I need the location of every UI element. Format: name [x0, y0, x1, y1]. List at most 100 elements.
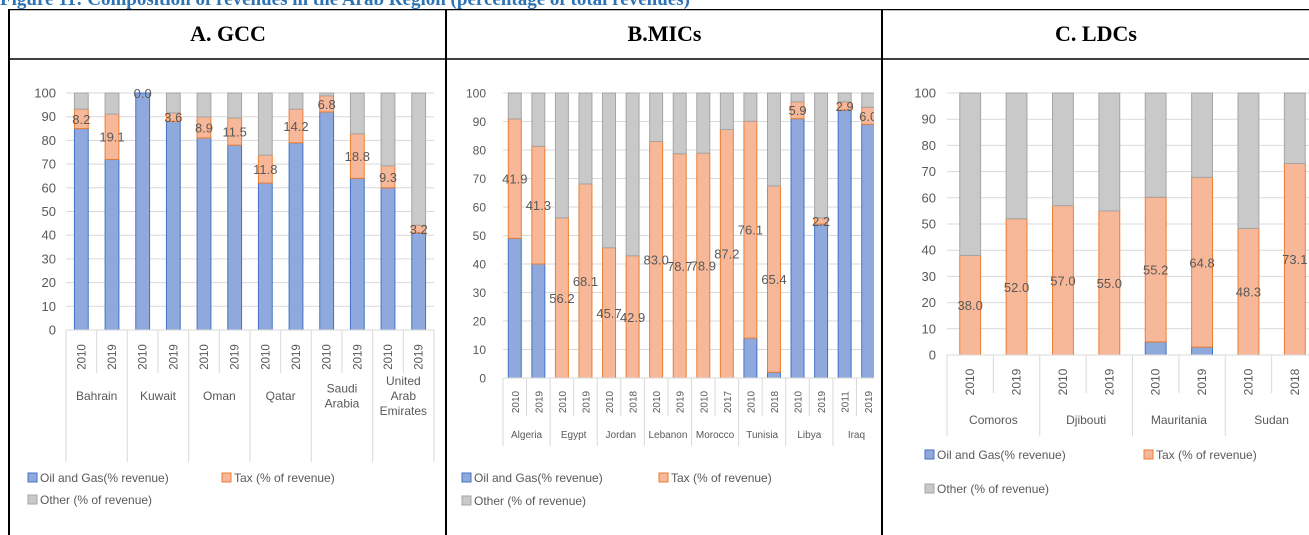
bar-segment-oil	[766, 371, 781, 379]
year-label: 2010	[511, 390, 522, 413]
group-label: Bahrain	[76, 389, 117, 403]
group-label: Kuwait	[140, 389, 177, 403]
data-label: 78.9	[691, 259, 716, 274]
bar-segment-other	[625, 92, 640, 257]
data-label: 2.2	[812, 214, 830, 229]
year-label: 2010	[199, 344, 211, 370]
y-tick-label: 20	[42, 275, 56, 290]
chart-gcc: 0 10 20 30 40 50 60 70 80 90 100 2010 2019 2010 2019 20…	[27, 86, 435, 507]
y-tick-label: 100	[34, 86, 56, 101]
bar-segment-other	[672, 92, 687, 155]
bar-segment-other	[165, 92, 181, 114]
panel-title-mics: B.MICs	[627, 21, 702, 46]
data-label: 6.8	[318, 97, 336, 112]
bar-segment-oil	[257, 182, 273, 331]
y-tick-label: 70	[42, 157, 56, 172]
data-label: 73.1	[1282, 252, 1307, 267]
bar-segment-other	[349, 92, 365, 135]
bar-segment-oil	[196, 137, 212, 331]
year-label: 2019	[676, 390, 687, 413]
y-tick-label: 90	[473, 115, 487, 129]
year-label: 2019	[864, 390, 874, 413]
group-label: Sudan	[1254, 413, 1289, 427]
bar-segment-other	[507, 92, 522, 120]
data-label: 5.9	[788, 103, 806, 118]
data-label: 52.0	[1004, 280, 1029, 295]
y-tick-label: 60	[473, 201, 487, 215]
data-label: 19.1	[99, 130, 124, 145]
year-label: 2010	[322, 344, 334, 370]
legend-swatch-other	[924, 483, 935, 494]
group-label: Algeria	[511, 430, 543, 441]
group-label: Morocco	[696, 430, 735, 441]
y-tick-label: 50	[42, 204, 56, 219]
group-label: Libya	[797, 430, 821, 441]
group-label-line: United	[386, 374, 421, 388]
legend-swatch-tax	[658, 472, 669, 483]
legend-label: Oil and Gas(% revenue)	[474, 471, 603, 485]
bar-segment-oil	[814, 223, 829, 379]
data-label: 65.4	[761, 272, 786, 287]
bar-segment-other	[790, 92, 805, 103]
year-label: 2018	[1288, 368, 1302, 395]
year-label: 2019	[414, 344, 426, 370]
bar-segment-other	[257, 92, 273, 156]
data-label: 11.5	[222, 125, 246, 140]
bar-segment-oil	[790, 118, 805, 379]
bar-segment-other	[1052, 92, 1074, 207]
panel-title-gcc: A. GCC	[190, 21, 266, 46]
bar-segment-oil	[507, 237, 522, 379]
year-label: 2019	[107, 344, 119, 370]
y-tick-label: 10	[42, 299, 56, 314]
legend-label: Tax (% of revenue)	[671, 471, 772, 485]
y-tick-label: 40	[922, 243, 936, 258]
bar-segment-other	[73, 92, 89, 110]
data-label: 55.0	[1097, 276, 1122, 291]
bar-segment-oil	[1191, 346, 1213, 356]
year-label: 2011	[841, 391, 852, 413]
bar-segment-other	[696, 92, 711, 154]
bar-segment-oil	[531, 263, 546, 379]
bar-segment-other	[837, 92, 852, 103]
year-label: 2019	[534, 390, 545, 413]
y-tick-label: 20	[473, 315, 487, 329]
bar-segment-other	[104, 92, 120, 115]
bar-segment-oil	[837, 109, 852, 379]
bar-segment-oil	[380, 187, 396, 331]
data-label: 64.8	[1189, 255, 1214, 270]
data-label: 9.3	[379, 170, 397, 185]
y-tick-label: 70	[922, 164, 936, 179]
year-label: 2019	[1195, 368, 1209, 395]
bar-segment-other	[814, 92, 829, 219]
y-tick-label: 90	[922, 112, 936, 127]
year-label: 2019	[352, 344, 364, 370]
data-label: 11.8	[253, 162, 277, 177]
legend-label: Tax (% of revenue)	[234, 471, 335, 485]
data-label: 41.9	[502, 172, 527, 187]
bar-segment-other	[602, 92, 617, 249]
legend-swatch-oil	[461, 472, 472, 483]
legend-label: Oil and Gas(% revenue)	[40, 471, 169, 485]
data-label: 76.1	[738, 223, 763, 238]
year-label: 2018	[770, 390, 781, 413]
data-label: 6.0	[859, 109, 874, 124]
data-label: 2.9	[836, 99, 854, 114]
year-label: 2010	[1056, 368, 1070, 395]
data-label: 45.7	[596, 306, 621, 321]
bar-segment-other	[227, 92, 243, 119]
bar-segment-other	[719, 92, 734, 130]
year-label: 2010	[1241, 368, 1255, 395]
year-label: 2010	[794, 390, 805, 413]
year-label: 2019	[1010, 368, 1024, 395]
y-tick-label: 90	[42, 109, 56, 124]
y-tick-label: 30	[42, 251, 56, 266]
data-label: 56.2	[549, 291, 574, 306]
y-tick-label: 100	[914, 86, 936, 101]
data-label: 3.2	[410, 222, 428, 237]
bar-segment-oil	[135, 92, 151, 331]
group-label: Oman	[203, 389, 236, 403]
year-label: 2010	[558, 390, 569, 413]
data-label: 42.9	[620, 310, 645, 325]
group-label-line: Saudi	[327, 382, 358, 396]
bar-segment-oil	[861, 123, 874, 379]
